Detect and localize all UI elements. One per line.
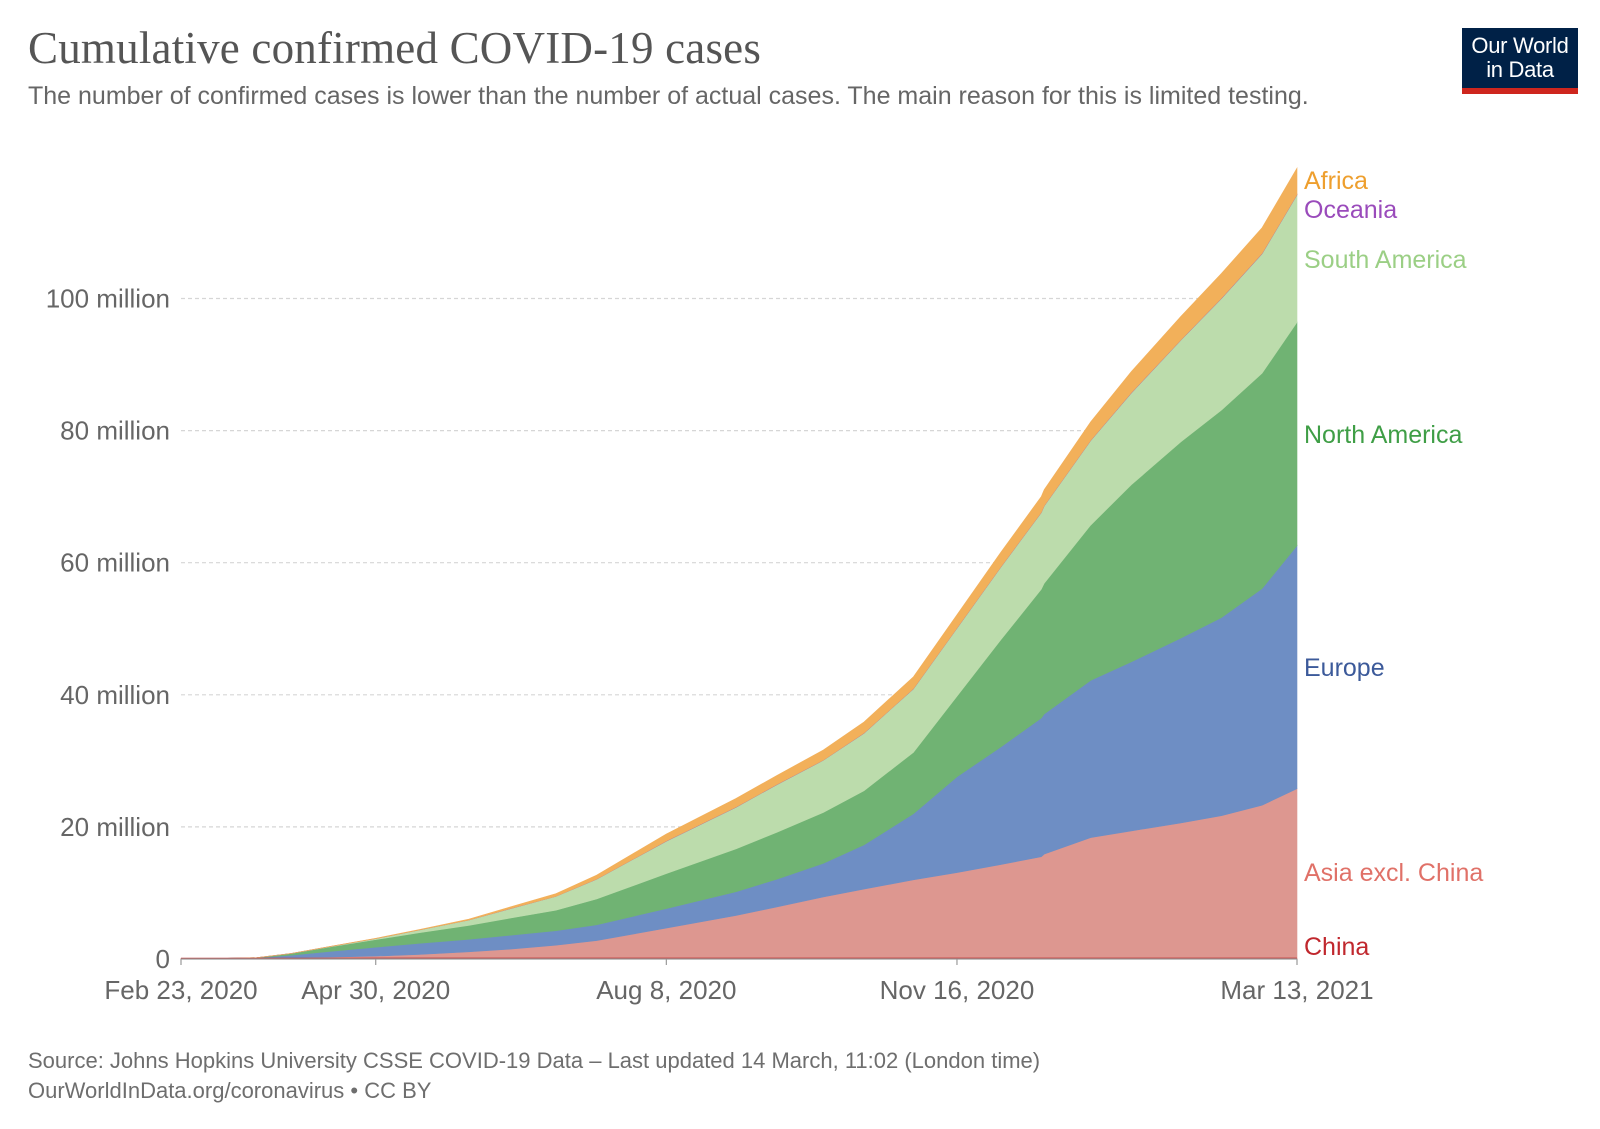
x-tick-label: Aug 8, 2020 <box>596 975 736 1005</box>
legend-label-asia-excl-china[interactable]: Asia excl. China <box>1304 859 1483 887</box>
area-africa[interactable] <box>180 166 1298 959</box>
x-tick-label: Nov 16, 2020 <box>880 975 1035 1005</box>
source-text: Source: Johns Hopkins University CSSE CO… <box>28 1048 1041 1073</box>
source-note: Source: Johns Hopkins University CSSE CO… <box>28 1046 1040 1106</box>
page-title: Cumulative confirmed COVID-19 cases <box>28 23 762 73</box>
legend-label-africa[interactable]: Africa <box>1304 167 1368 195</box>
x-tick-label: Mar 13, 2021 <box>1220 975 1373 1005</box>
logo-line-2: in Data <box>1486 57 1554 82</box>
legend-label-europe[interactable]: Europe <box>1304 654 1385 682</box>
area-series <box>180 166 1298 960</box>
y-tick-label: 80 million <box>60 416 170 446</box>
y-tick-label: 100 million <box>46 284 170 314</box>
y-tick-label: 60 million <box>60 548 170 578</box>
grid-lines <box>181 297 1297 828</box>
logo-bar <box>1462 88 1578 94</box>
x-tick-label: Apr 30, 2020 <box>301 975 450 1005</box>
y-tick-label: 20 million <box>60 812 170 842</box>
y-tick-label: 0 <box>156 944 170 974</box>
legend-label-china[interactable]: China <box>1304 933 1369 961</box>
legend-label-north-america[interactable]: North America <box>1304 421 1462 449</box>
owid-logo[interactable]: Our World in Data <box>1462 28 1578 94</box>
axes: 0 20 million 40 million 60 million 80 millio… <box>46 284 1374 1006</box>
y-tick-label: 40 million <box>60 680 170 710</box>
legend-label-oceania[interactable]: Oceania <box>1304 196 1397 224</box>
logo-line-1: Our World <box>1471 33 1569 58</box>
x-tick-label: Feb 23, 2020 <box>104 975 257 1005</box>
legend-label-south-america[interactable]: South America <box>1304 246 1467 274</box>
license-link[interactable]: OurWorldInData.org/coronavirus • CC BY <box>28 1078 432 1103</box>
page-subtitle: The number of confirmed cases is lower t… <box>28 82 1309 110</box>
